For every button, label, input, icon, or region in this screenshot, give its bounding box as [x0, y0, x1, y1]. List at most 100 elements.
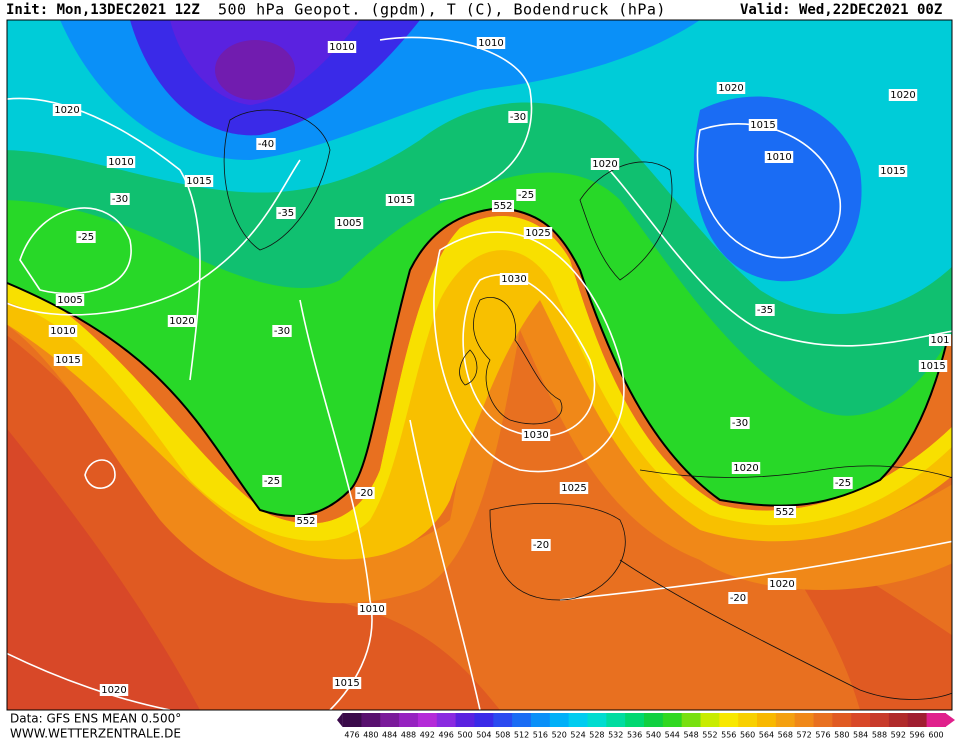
map-label: 1030	[501, 274, 526, 285]
scale-label: 536	[627, 731, 642, 740]
map-label: -30	[274, 326, 290, 337]
map-label: 1015	[750, 120, 775, 131]
scale-label: 588	[872, 731, 887, 740]
scale-swatch	[757, 713, 777, 727]
map-label: 552	[493, 201, 512, 212]
scale-swatch	[907, 713, 928, 727]
map-label: 1020	[733, 463, 758, 474]
label-bg	[106, 156, 136, 168]
label-bg	[76, 231, 96, 243]
map-label: -25	[264, 476, 280, 487]
scale-label: 488	[401, 731, 416, 740]
label-bg	[110, 193, 130, 205]
map-label: -20	[730, 593, 746, 604]
map-label: -25	[518, 190, 534, 201]
label-bg	[276, 207, 296, 219]
scale-swatch	[342, 713, 362, 727]
label-bg	[99, 684, 129, 696]
scale-swatch	[888, 713, 909, 727]
map-label: 1015	[55, 355, 80, 366]
scale-label: 480	[363, 731, 378, 740]
label-bg	[272, 325, 292, 337]
map-label: -25	[835, 478, 851, 489]
label-bg	[327, 41, 357, 53]
label-bg	[355, 487, 375, 499]
label-bg	[918, 360, 948, 372]
map-label: 1010	[766, 152, 791, 163]
label-bg	[773, 506, 797, 518]
map-labels: 1010 1010 1020 1020 1020 -30 1015 -40 1010 1010 10…	[48, 37, 952, 696]
scale-label: 560	[740, 731, 755, 740]
scale-label: 576	[815, 731, 830, 740]
map-label: 1020	[718, 83, 743, 94]
scale-label: 544	[665, 731, 680, 740]
scale-label: 504	[476, 731, 491, 740]
map-label: 1020	[169, 316, 194, 327]
map-label: 552	[775, 507, 794, 518]
data-source: Data: GFS ENS MEAN 0.500°	[10, 712, 181, 726]
scale-swatch	[606, 713, 626, 727]
scale-swatch	[644, 713, 664, 727]
label-bg	[53, 354, 83, 366]
scale-swatch	[681, 713, 702, 727]
map-label: -20	[533, 540, 549, 551]
label-bg	[833, 477, 853, 489]
label-bg	[748, 119, 778, 131]
label-bg	[755, 304, 775, 316]
label-bg	[523, 227, 553, 239]
scale-label: 476	[344, 731, 359, 740]
scale-swatch	[530, 713, 551, 727]
map-label: 1005	[57, 295, 82, 306]
scale-label: 484	[382, 731, 397, 740]
map-label: 101	[930, 335, 949, 346]
label-bg	[531, 539, 551, 551]
scale-label: 496	[439, 731, 454, 740]
map-label: -30	[112, 194, 128, 205]
scale-swatch	[474, 713, 494, 727]
label-bg	[184, 175, 214, 187]
color-scale: 476 480 484 488 492 496 500 504 508 512 516 520 524 5…	[337, 713, 955, 740]
scale-label: 492	[420, 731, 435, 740]
label-bg	[332, 677, 362, 689]
map-label: -35	[757, 305, 773, 316]
map-label: -30	[510, 112, 526, 123]
map-title: 500 hPa Geopot. (gpdm), T (C), Bodendruc…	[218, 1, 666, 19]
label-bg	[516, 189, 536, 201]
map-label: 1020	[769, 579, 794, 590]
map-label: -35	[278, 208, 294, 219]
label-bg	[731, 462, 761, 474]
map-label: 1015	[186, 176, 211, 187]
label-bg	[357, 603, 387, 615]
map-label: 1020	[54, 105, 79, 116]
map-label: 1020	[101, 685, 126, 696]
map-label: 1015	[880, 166, 905, 177]
scale-label: 508	[495, 731, 510, 740]
label-bg	[262, 475, 282, 487]
map-label: 1020	[592, 159, 617, 170]
label-bg	[521, 429, 551, 441]
scale-swatch	[738, 713, 758, 727]
scale-label: 524	[570, 731, 585, 740]
label-bg	[334, 217, 364, 229]
map-label: -30	[732, 418, 748, 429]
scale-label: 532	[608, 731, 623, 740]
label-bg	[878, 165, 908, 177]
map-label: 1015	[920, 361, 945, 372]
scale-swatch	[813, 713, 833, 727]
map-label: 1025	[525, 228, 550, 239]
scale-swatch	[775, 713, 796, 727]
label-bg	[48, 325, 78, 337]
scale-swatch	[870, 713, 890, 727]
label-bg	[728, 592, 748, 604]
scale-label: 556	[721, 731, 736, 740]
scale-label: 596	[910, 731, 925, 740]
scale-swatch	[851, 713, 871, 727]
scale-label: 564	[759, 731, 774, 740]
scale-arrow-right	[945, 713, 955, 727]
scale-label: 528	[589, 731, 604, 740]
scale-label: 592	[891, 731, 906, 740]
map-label: 1010	[50, 326, 75, 337]
label-bg	[52, 104, 82, 116]
scale-label: 516	[533, 731, 548, 740]
label-bg	[491, 200, 515, 212]
